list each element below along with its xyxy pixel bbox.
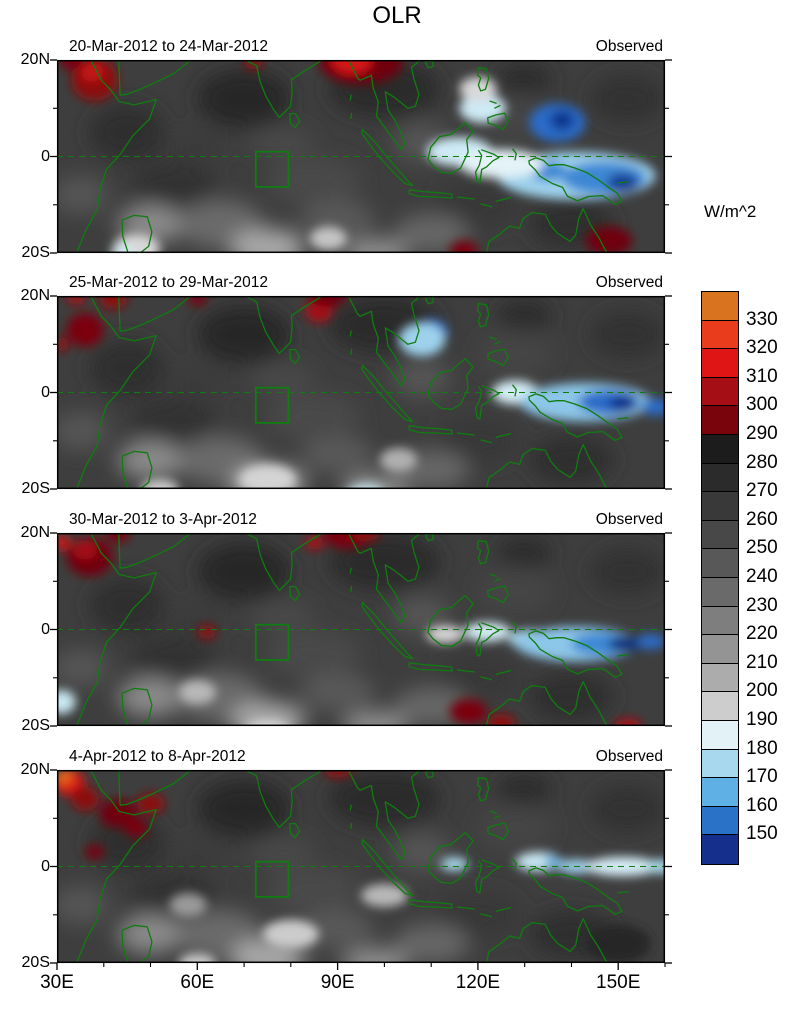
panel-border	[56, 532, 666, 727]
y-tick-label: 20N	[20, 524, 50, 541]
x-tick-label: 60E	[180, 972, 215, 993]
colorbar-cell	[702, 549, 738, 578]
panel-date-range: 25-Mar-2012 to 29-Mar-2012	[69, 274, 269, 291]
colorbar-cell	[702, 806, 738, 836]
olr-map-panel-3	[50, 532, 672, 727]
colorbar-cell	[702, 320, 738, 350]
colorbar-cell	[702, 749, 738, 779]
olr-map-panel-1	[50, 59, 672, 254]
colorbar-cell	[702, 606, 738, 636]
colorbar-units-label: W/m^2	[704, 202, 757, 221]
index-region-box	[254, 860, 290, 898]
panel-date-range: 20-Mar-2012 to 24-Mar-2012	[69, 38, 269, 55]
colorbar-tick-value: 160	[746, 794, 778, 816]
coastlines	[75, 770, 629, 963]
colorbar-tick-value: 270	[746, 480, 778, 502]
colorbar-cell	[702, 463, 738, 493]
colorbar-cell	[702, 720, 738, 750]
colorbar-cell	[702, 492, 738, 521]
colorbar-tick-value: 240	[746, 566, 778, 587]
colorbar	[701, 291, 739, 865]
colorbar-tick-value: 300	[746, 394, 778, 416]
colorbar-tick-value: 320	[746, 337, 778, 359]
y-tick-label: 0	[41, 620, 50, 638]
y-tick-label: 20N	[20, 287, 50, 304]
coastlines	[75, 60, 629, 253]
index-region-box	[254, 386, 290, 424]
panel-date-range: 4-Apr-2012 to 8-Apr-2012	[69, 748, 246, 765]
x-tick-label: 120E	[455, 972, 501, 993]
colorbar-tick-value: 190	[746, 709, 778, 730]
colorbar-cell	[702, 292, 738, 321]
colorbar-tick-value: 180	[746, 737, 778, 759]
panel-source-label: Observed	[595, 38, 663, 55]
colorbar-tick-value: 200	[746, 680, 778, 702]
colorbar-cell	[702, 577, 738, 607]
coastlines	[75, 296, 629, 489]
panel-source-label: Observed	[595, 274, 663, 291]
olr-field	[57, 60, 665, 253]
y-tick-label: 20S	[21, 717, 50, 734]
colorbar-tick-value: 310	[746, 365, 778, 387]
x-tick-label: 90E	[320, 972, 355, 993]
x-tick-label: 150E	[596, 972, 641, 993]
colorbar-cell	[702, 434, 738, 464]
y-tick-label: 0	[41, 383, 50, 401]
panel-border	[56, 295, 666, 490]
colorbar-tick-value: 280	[746, 451, 778, 473]
panel-date-range: 30-Mar-2012 to 3-Apr-2012	[69, 511, 257, 528]
colorbar-cell	[702, 663, 738, 693]
colorbar-cell	[702, 520, 738, 550]
colorbar-tick-value: 250	[746, 537, 778, 559]
colorbar-cell	[702, 835, 738, 864]
panel-border	[56, 769, 666, 964]
colorbar-tick-value: 330	[746, 308, 778, 330]
colorbar-tick-value: 290	[746, 423, 778, 444]
colorbar-cell	[702, 635, 738, 664]
colorbar-cell	[702, 349, 738, 378]
colorbar-tick-value: 220	[746, 623, 778, 645]
y-tick-label: 0	[41, 147, 50, 165]
y-tick-label: 20S	[21, 244, 50, 261]
y-tick-label: 20N	[20, 51, 50, 68]
olr-map-panel-4	[50, 769, 672, 970]
olr-field	[57, 770, 665, 963]
figure-title: OLR	[372, 2, 422, 29]
y-tick-label: 20N	[20, 761, 50, 778]
x-tick-label: 30E	[40, 972, 74, 993]
colorbar-cell	[702, 406, 738, 435]
olr-map-panel-2	[50, 295, 672, 490]
y-tick-label: 0	[41, 857, 50, 875]
y-tick-label: 20S	[21, 954, 50, 971]
colorbar-tick-value: 150	[746, 823, 778, 845]
colorbar-tick-value: 210	[746, 651, 778, 673]
panel-border	[56, 59, 666, 254]
colorbar-tick-value: 170	[746, 766, 778, 788]
coastlines	[75, 533, 629, 726]
index-region-box	[254, 150, 290, 188]
olr-field	[57, 533, 665, 726]
olr-field	[57, 296, 665, 489]
colorbar-cell	[702, 692, 738, 721]
index-region-box	[254, 623, 290, 661]
colorbar-tick-value: 230	[746, 594, 778, 616]
panel-source-label: Observed	[595, 511, 663, 528]
panel-source-label: Observed	[595, 748, 663, 765]
colorbar-cell	[702, 377, 738, 407]
colorbar-cell	[702, 778, 738, 807]
y-tick-label: 20S	[21, 480, 50, 497]
colorbar-tick-value: 260	[746, 508, 778, 530]
